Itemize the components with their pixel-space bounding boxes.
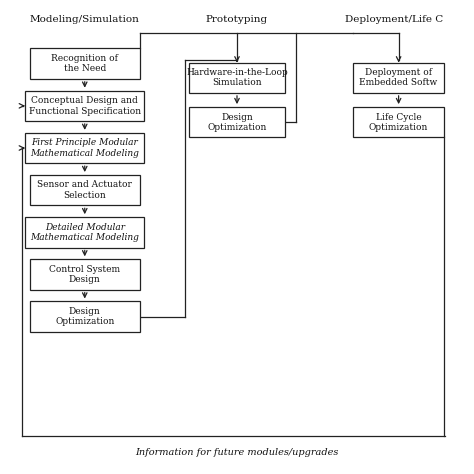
FancyBboxPatch shape [353, 63, 444, 93]
FancyBboxPatch shape [30, 48, 140, 79]
Text: Detailed Modular
Mathematical Modeling: Detailed Modular Mathematical Modeling [30, 223, 139, 242]
Text: First Principle Modular
Mathematical Modeling: First Principle Modular Mathematical Mod… [30, 138, 139, 158]
FancyBboxPatch shape [25, 217, 145, 247]
Text: Modeling/Simulation: Modeling/Simulation [30, 15, 140, 24]
Text: Life Cycle
Optimization: Life Cycle Optimization [369, 112, 428, 132]
Text: Sensor and Actuator
Selection: Sensor and Actuator Selection [37, 181, 132, 200]
Text: Deployment/Life C: Deployment/Life C [345, 15, 443, 24]
FancyBboxPatch shape [30, 175, 140, 205]
Text: Conceptual Design and
Functional Specification: Conceptual Design and Functional Specifi… [29, 96, 141, 116]
FancyBboxPatch shape [25, 133, 145, 163]
Text: Design
Optimization: Design Optimization [207, 112, 267, 132]
Text: Prototyping: Prototyping [206, 15, 268, 24]
FancyBboxPatch shape [189, 107, 285, 137]
Text: Hardware-in-the-Loop
Simulation: Hardware-in-the-Loop Simulation [186, 68, 288, 87]
Text: Design
Optimization: Design Optimization [55, 307, 114, 326]
FancyBboxPatch shape [30, 259, 140, 290]
Text: Information for future modules/upgrades: Information for future modules/upgrades [135, 448, 339, 457]
Text: Control System
Design: Control System Design [49, 265, 120, 284]
FancyBboxPatch shape [353, 107, 444, 137]
FancyBboxPatch shape [30, 301, 140, 332]
Text: Deployment of
Embedded Softw: Deployment of Embedded Softw [359, 68, 438, 87]
FancyBboxPatch shape [189, 63, 285, 93]
FancyBboxPatch shape [25, 91, 145, 121]
Text: Recognition of
the Need: Recognition of the Need [51, 54, 118, 73]
